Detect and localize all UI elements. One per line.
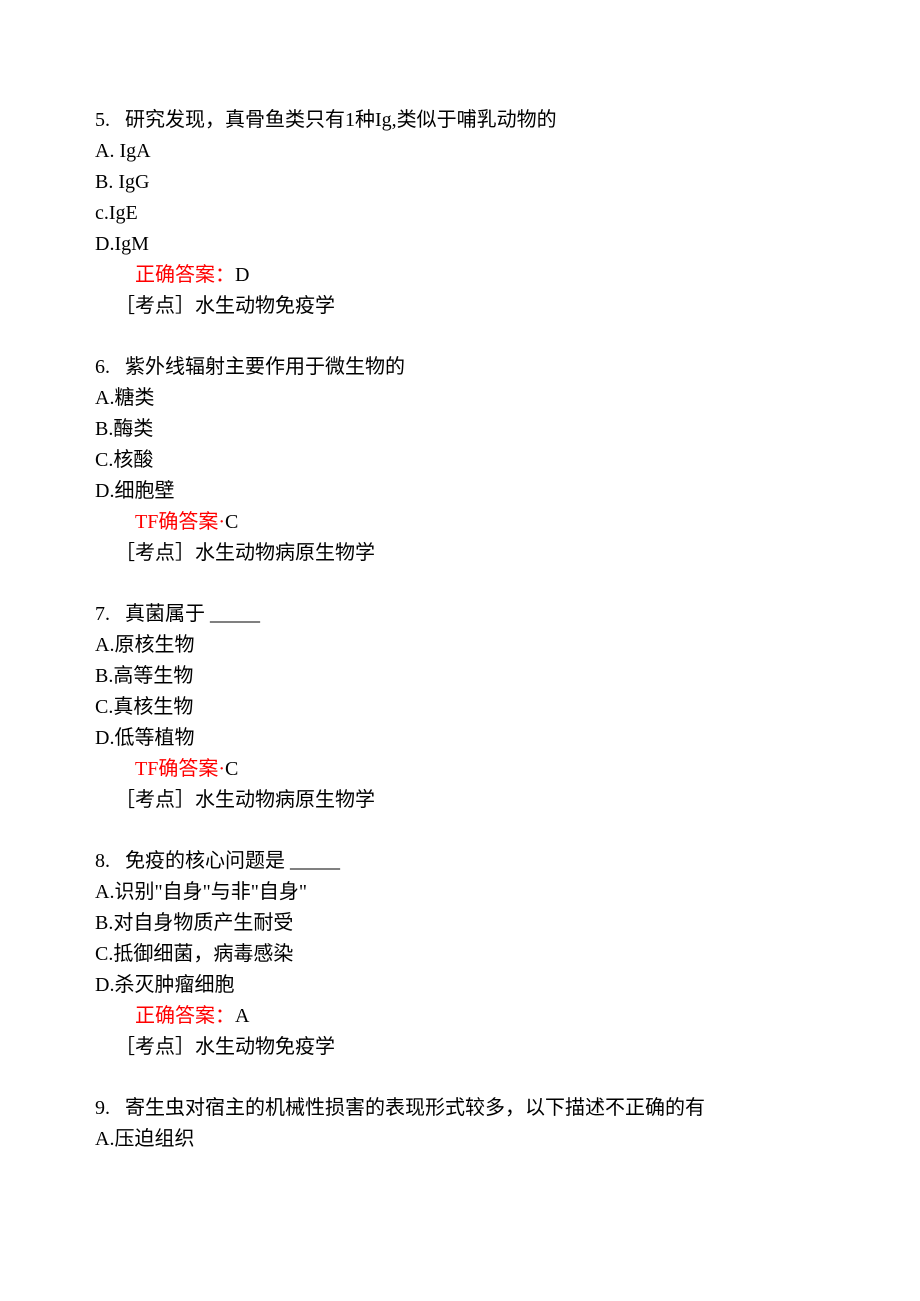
document-page: 5. 研究发现，真骨鱼类只有1种Ig,类似于哺乳动物的 A. IgA B. Ig…	[0, 0, 920, 1205]
topic-line: ［考点］水生动物免疫学	[95, 291, 825, 322]
answer-label: TF确答案·	[135, 511, 225, 533]
question-option: D.细胞壁	[95, 476, 825, 507]
question-option: A.压迫组织	[95, 1124, 825, 1155]
question-text: 免疫的核心问题是 _____	[125, 850, 340, 872]
question-number: 6.	[95, 356, 110, 378]
answer-value: C	[225, 758, 238, 780]
question-option: D.杀灭肿瘤细胞	[95, 970, 825, 1001]
answer-label: 正确答案：	[135, 1005, 235, 1027]
question-option: B. IgG	[95, 167, 825, 198]
question-text: 研究发现，真骨鱼类只有1种Ig,类似于哺乳动物的	[125, 109, 557, 131]
topic-line: ［考点］水生动物病原生物学	[95, 785, 825, 816]
answer-label: TF确答案·	[135, 758, 225, 780]
answer-line: 正确答案：D	[95, 260, 825, 291]
spacer	[95, 322, 825, 352]
question-option: D.IgM	[95, 229, 825, 260]
answer-line: TF确答案·C	[95, 507, 825, 538]
topic-line: ［考点］水生动物病原生物学	[95, 538, 825, 569]
answer-value: D	[235, 264, 249, 286]
question-option: C.抵御细菌，病毒感染	[95, 939, 825, 970]
answer-value: A	[235, 1005, 249, 1027]
question-option: A.识别"自身"与非"自身"	[95, 877, 825, 908]
answer-line: 正确答案：A	[95, 1001, 825, 1032]
question-stem: 5. 研究发现，真骨鱼类只有1种Ig,类似于哺乳动物的	[95, 105, 825, 136]
question-stem: 7. 真菌属于 _____	[95, 599, 825, 630]
question-option: B.高等生物	[95, 661, 825, 692]
question-number: 7.	[95, 603, 110, 625]
question-option: A. IgA	[95, 136, 825, 167]
question-option: B.酶类	[95, 414, 825, 445]
question-option: A.原核生物	[95, 630, 825, 661]
question-stem: 6. 紫外线辐射主要作用于微生物的	[95, 352, 825, 383]
question-option: C.核酸	[95, 445, 825, 476]
answer-line: TF确答案·C	[95, 754, 825, 785]
spacer	[95, 816, 825, 846]
spacer	[95, 1063, 825, 1093]
question-number: 8.	[95, 850, 110, 872]
topic-line: ［考点］水生动物免疫学	[95, 1032, 825, 1063]
question-option: c.IgE	[95, 198, 825, 229]
question-text: 真菌属于 _____	[125, 603, 260, 625]
question-stem: 8. 免疫的核心问题是 _____	[95, 846, 825, 877]
question-option: B.对自身物质产生耐受	[95, 908, 825, 939]
question-text: 紫外线辐射主要作用于微生物的	[125, 356, 405, 378]
question-number: 9.	[95, 1097, 110, 1119]
spacer	[95, 569, 825, 599]
question-stem: 9. 寄生虫对宿主的机械性损害的表现形式较多，以下描述不正确的有	[95, 1093, 825, 1124]
question-option: D.低等植物	[95, 723, 825, 754]
answer-value: C	[225, 511, 238, 533]
question-option: C.真核生物	[95, 692, 825, 723]
answer-label: 正确答案：	[135, 264, 235, 286]
question-option: A.糖类	[95, 383, 825, 414]
question-text: 寄生虫对宿主的机械性损害的表现形式较多，以下描述不正确的有	[125, 1097, 705, 1119]
question-number: 5.	[95, 109, 110, 131]
